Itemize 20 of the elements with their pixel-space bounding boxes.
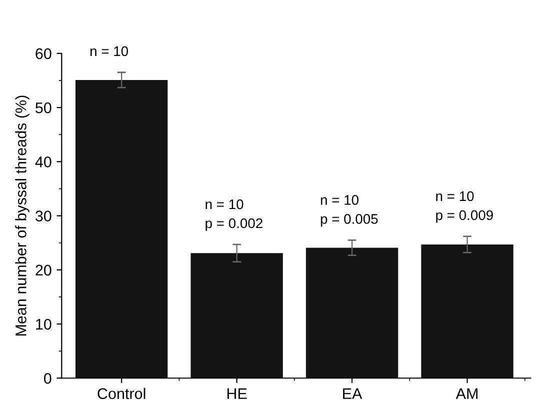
y-tick-label: 40 xyxy=(35,156,52,168)
y-tick-label: 20 xyxy=(36,264,52,276)
bar xyxy=(306,248,398,378)
y-tick-label: 0 xyxy=(44,372,52,384)
x-tick-label: EA xyxy=(343,388,362,399)
y-tick-label: 30 xyxy=(36,210,52,222)
y-tick-label: 60 xyxy=(36,48,52,60)
bar xyxy=(75,80,168,378)
bar xyxy=(421,244,514,378)
bar xyxy=(190,253,283,378)
annotation: n = 10 p = 0.002 xyxy=(206,199,262,231)
annotation: n = 10 p = 0.005 xyxy=(320,195,378,227)
annotation: n = 10 xyxy=(90,46,128,56)
annotation: n = 10 p = 0.009 xyxy=(436,191,493,223)
x-tick-label: AM xyxy=(456,388,478,399)
x-tick-label: HE xyxy=(227,388,247,399)
y-tick-label: 10 xyxy=(36,318,52,330)
y-axis-title: Mean number of byssal threads (%) xyxy=(15,96,30,336)
x-tick-label: Control xyxy=(98,388,146,400)
y-tick-label: 50 xyxy=(36,102,52,114)
